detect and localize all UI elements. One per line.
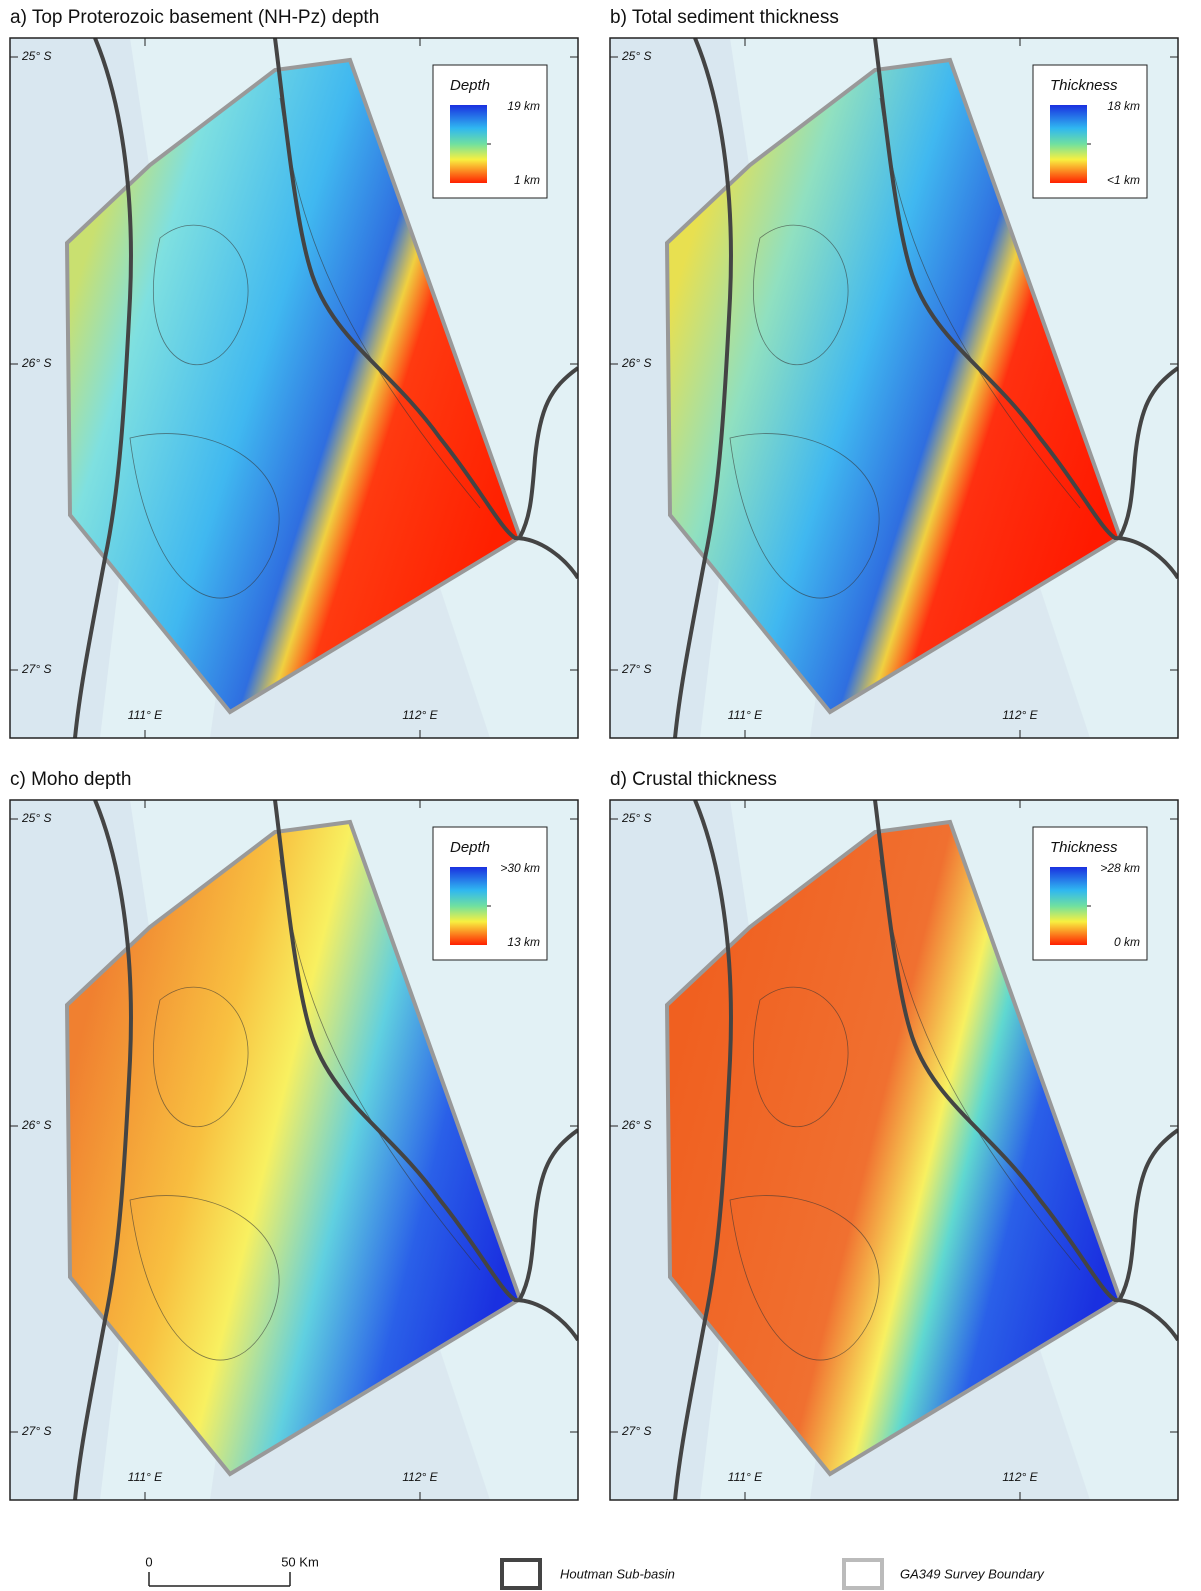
legend-max: >30 km <box>500 861 540 875</box>
legend-title: Thickness <box>1050 77 1118 94</box>
legend-min: 13 km <box>507 935 540 949</box>
lon-label: 111° E <box>128 1470 163 1484</box>
legend: Depth 19 km 1 km <box>432 64 548 199</box>
legend: Depth >30 km 13 km <box>432 826 548 961</box>
panel-title: c) Moho depth <box>10 769 131 790</box>
sub-basin-line <box>518 366 578 538</box>
lon-label: 111° E <box>728 708 763 722</box>
legend-title: Depth <box>450 77 490 94</box>
lat-label: 26° S <box>621 1118 651 1132</box>
legend-label: GA349 Survey Boundary <box>900 1566 1045 1581</box>
map-panel: 25° S 26° S 27° S 111° E 112° E Thickness >28 … <box>609 799 1179 1501</box>
sub-basin-line <box>73 800 133 1500</box>
map-frame <box>9 799 579 1501</box>
lat-label: 25° S <box>21 49 51 63</box>
legend-label: Houtman Sub-basin <box>560 1566 675 1581</box>
legend-min: 1 km <box>514 173 540 187</box>
legend-swatch <box>842 1558 884 1590</box>
lon-label: 111° E <box>128 708 163 722</box>
survey-boundary <box>64 819 523 1477</box>
contour <box>129 433 280 599</box>
lat-label: 27° S <box>21 662 51 676</box>
map-frame <box>609 37 1179 739</box>
lat-label: 25° S <box>21 811 51 825</box>
legend-max: 19 km <box>507 99 540 113</box>
lat-label: 27° S <box>21 1424 51 1438</box>
lon-label: 112° E <box>1002 1470 1038 1484</box>
sub-basin-line <box>518 1128 578 1300</box>
sub-basin-line <box>673 800 733 1500</box>
lon-label: 112° E <box>402 1470 438 1484</box>
map-panel: 25° S 26° S 27° S 111° E 112° E Depth 19 km 1 k… <box>9 37 579 739</box>
color-bar <box>1050 867 1087 945</box>
map-panel: 25° S 26° S 27° S 111° E 112° E Thickness 18 k… <box>609 37 1179 739</box>
contour <box>753 986 849 1128</box>
legend-min: <1 km <box>1107 173 1140 187</box>
legend: Thickness 18 km <1 km <box>1032 64 1148 199</box>
sub-basin-line <box>1118 366 1178 538</box>
contour <box>753 224 849 366</box>
lat-label: 25° S <box>621 811 651 825</box>
legend-min: 0 km <box>1114 935 1140 949</box>
legend-title: Thickness <box>1050 839 1118 856</box>
scale-label: 50 Km <box>281 1554 319 1569</box>
lat-label: 27° S <box>621 662 651 676</box>
sub-basin-line <box>273 38 578 580</box>
sub-basin-line <box>673 38 733 738</box>
legend: Thickness >28 km 0 km <box>1032 826 1148 961</box>
color-bar <box>1050 105 1087 183</box>
color-bar <box>450 105 487 183</box>
legend-max: 18 km <box>1107 99 1140 113</box>
lat-label: 26° S <box>21 356 51 370</box>
map-panel: 25° S 26° S 27° S 111° E 112° E Depth >30 km 13… <box>9 799 579 1501</box>
map-frame <box>609 799 1179 1501</box>
legend-max: >28 km <box>1100 861 1140 875</box>
lat-label: 26° S <box>621 356 651 370</box>
sub-basin-line <box>73 38 133 738</box>
legend-title: Depth <box>450 839 490 856</box>
map-frame <box>9 37 579 739</box>
contour <box>729 433 880 599</box>
lon-label: 112° E <box>402 708 438 722</box>
contour <box>729 1195 880 1361</box>
lat-label: 25° S <box>621 49 651 63</box>
lon-label: 111° E <box>728 1470 763 1484</box>
survey-boundary <box>664 819 1123 1477</box>
sub-basin-line <box>1118 1128 1178 1300</box>
color-bar <box>450 867 487 945</box>
lon-label: 112° E <box>1002 708 1038 722</box>
lat-label: 27° S <box>621 1424 651 1438</box>
scale-label: 0 <box>145 1554 152 1569</box>
panel-title: d) Crustal thickness <box>610 769 777 790</box>
sub-basin-line <box>273 800 578 1342</box>
contour <box>153 224 249 366</box>
panel-title: a) Top Proterozoic basement (NH-Pz) dept… <box>10 7 379 28</box>
survey-boundary <box>664 57 1123 715</box>
footer: 0 50 Km Houtman Sub-basin GA349 Survey B… <box>145 1554 1045 1590</box>
map-content <box>10 800 578 1500</box>
sub-basin-line <box>873 38 1178 580</box>
sub-basin-line <box>873 800 1178 1342</box>
panel-title: b) Total sediment thickness <box>610 7 839 28</box>
legend-swatch <box>500 1558 542 1590</box>
lat-label: 26° S <box>21 1118 51 1132</box>
contour <box>129 1195 280 1361</box>
contour <box>153 986 249 1128</box>
survey-boundary <box>64 57 523 715</box>
